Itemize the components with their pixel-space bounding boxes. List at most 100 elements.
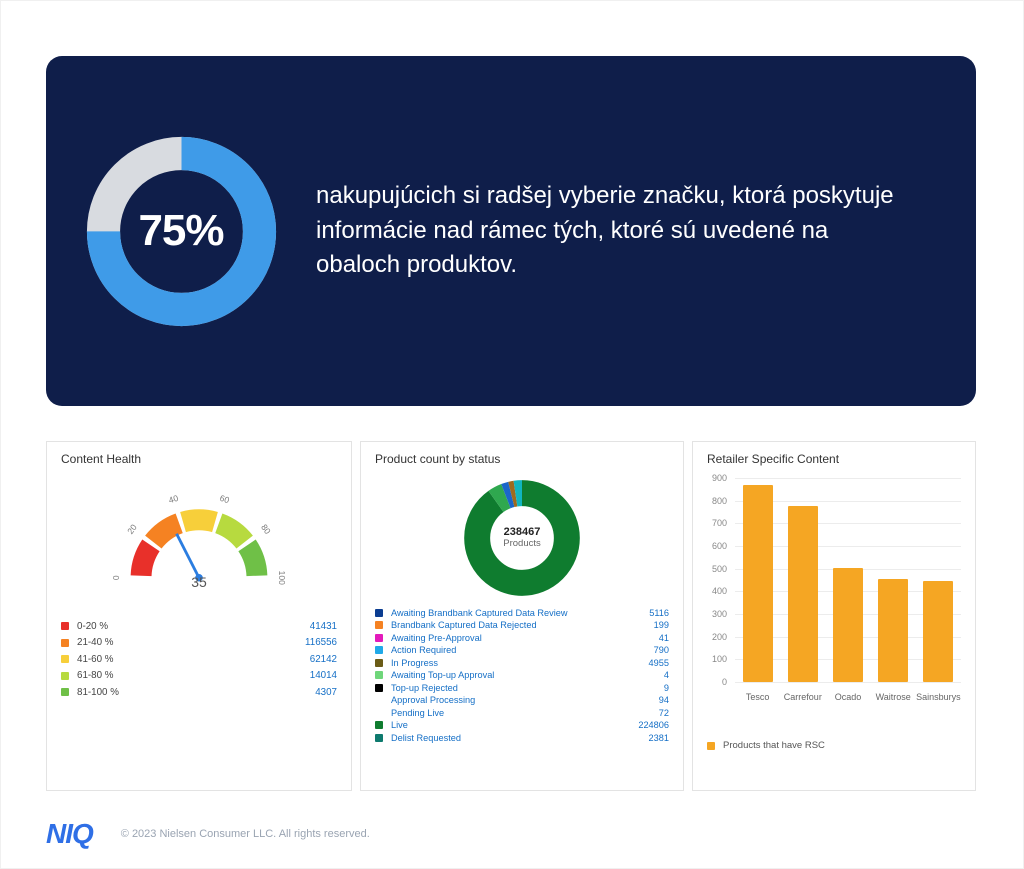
dashboard-row: Content Health 020406080100 35 0-20 % 41… (46, 441, 976, 791)
legend-swatch (61, 672, 69, 680)
product-status-legend-row: Delist Requested 2381 (375, 733, 669, 743)
legend-swatch (375, 634, 383, 642)
retailer-content-title: Retailer Specific Content (693, 442, 975, 470)
legend-label: Delist Requested (391, 733, 649, 743)
legend-swatch (375, 684, 383, 692)
hero-donut: 75% (84, 134, 279, 329)
legend-label: 61-80 % (77, 670, 310, 681)
bar-chart-y-label: 100 (712, 654, 727, 664)
product-status-legend-row: Awaiting Top-up Approval 4 (375, 670, 669, 680)
legend-value: 14014 (310, 670, 337, 681)
legend-label: 21-40 % (77, 637, 305, 648)
hero-text: nakupujúcich si radšej vyberie značku, k… (316, 179, 976, 283)
legend-swatch (375, 671, 383, 679)
status-donut: 238467 Products (463, 479, 581, 597)
legend-swatch (375, 659, 383, 667)
product-status-legend-row: Top-up Rejected 9 (375, 683, 669, 693)
hero-card: 75% nakupujúcich si radšej vyberie značk… (46, 56, 976, 406)
copyright: © 2023 Nielsen Consumer LLC. All rights … (121, 828, 370, 840)
content-health-legend: 0-20 % 41431 21-40 % 116556 41-60 % 6214… (47, 621, 351, 714)
product-status-legend-row: Approval Processing 94 (375, 695, 669, 705)
bar (788, 506, 818, 682)
status-center-label: Products (503, 538, 541, 549)
svg-text:20: 20 (125, 522, 139, 536)
product-status-legend-row: Live 224806 (375, 720, 669, 730)
product-status-legend-row: Awaiting Brandbank Captured Data Review … (375, 608, 669, 618)
legend-label: Awaiting Brandbank Captured Data Review (391, 608, 649, 618)
legend-value: 5116 (649, 608, 669, 618)
bar-chart-y-label: 400 (712, 586, 727, 596)
legend-swatch (61, 622, 69, 630)
svg-text:40: 40 (167, 493, 179, 506)
bar-chart: 0100200300400500600700800900 TescoCarref… (693, 470, 975, 710)
legend-label: 0-20 % (77, 621, 310, 632)
bar-chart-x-label: Sainsburys (916, 692, 961, 702)
bar (833, 568, 863, 682)
legend-value: 41 (659, 633, 669, 643)
svg-text:80: 80 (259, 522, 273, 536)
product-status-legend: Awaiting Brandbank Captured Data Review … (361, 608, 683, 743)
legend-label: 41-60 % (77, 654, 310, 665)
bar-chart-x-label: Ocado (825, 692, 870, 702)
product-status-legend-row: In Progress 4955 (375, 658, 669, 668)
bar (923, 581, 953, 682)
legend-swatch (375, 721, 383, 729)
product-status-card: Product count by status 238467 Products … (360, 441, 684, 791)
legend-label: Approval Processing (391, 695, 659, 705)
bar-legend-label: Products that have RSC (723, 740, 825, 751)
status-donut-center: 238467 Products (463, 479, 581, 597)
legend-value: 790 (654, 645, 669, 655)
product-status-legend-row: Pending Live 72 (375, 708, 669, 718)
bar-legend-swatch (707, 742, 715, 750)
legend-value: 224806 (638, 720, 669, 730)
legend-label: In Progress (391, 658, 649, 668)
gauge-value: 35 (104, 574, 294, 590)
hero-percent-label: 75% (84, 134, 279, 329)
bar-chart-y-label: 900 (712, 473, 727, 483)
status-donut-wrap: 238467 Products (361, 470, 683, 605)
bar-chart-y-label: 200 (712, 632, 727, 642)
footer: NIQ © 2023 Nielsen Consumer LLC. All rig… (46, 818, 370, 850)
legend-label: Live (391, 720, 638, 730)
bar-chart-y-label: 800 (712, 496, 727, 506)
legend-label: Brandbank Captured Data Rejected (391, 620, 654, 630)
legend-value: 4307 (315, 687, 337, 698)
bar (878, 579, 908, 682)
product-status-legend-row: Action Required 790 (375, 645, 669, 655)
gauge-wrap: 020406080100 35 (47, 470, 351, 615)
legend-label: Awaiting Pre-Approval (391, 633, 659, 643)
bar-chart-y-label: 0 (722, 677, 727, 687)
legend-value: 116556 (305, 637, 337, 648)
legend-value: 4 (664, 670, 669, 680)
content-health-card: Content Health 020406080100 35 0-20 % 41… (46, 441, 352, 791)
product-status-title: Product count by status (361, 442, 683, 470)
legend-swatch (375, 696, 383, 704)
bar-chart-x-label: Waitrose (871, 692, 916, 702)
product-status-legend-row: Brandbank Captured Data Rejected 199 (375, 620, 669, 630)
legend-value: 41431 (310, 621, 337, 632)
bar (743, 485, 773, 682)
product-status-legend-row: Awaiting Pre-Approval 41 (375, 633, 669, 643)
legend-label: Pending Live (391, 708, 659, 718)
gauge: 020406080100 35 (104, 470, 294, 600)
content-health-legend-row: 21-40 % 116556 (61, 637, 337, 648)
legend-swatch (375, 709, 383, 717)
retailer-content-card: Retailer Specific Content 01002003004005… (692, 441, 976, 791)
bar-chart-y-label: 500 (712, 564, 727, 574)
legend-value: 9 (664, 683, 669, 693)
legend-swatch (375, 734, 383, 742)
legend-label: Top-up Rejected (391, 683, 664, 693)
legend-value: 94 (659, 695, 669, 705)
legend-swatch (61, 639, 69, 647)
content-health-legend-row: 41-60 % 62142 (61, 654, 337, 665)
legend-swatch (375, 621, 383, 629)
legend-value: 199 (654, 620, 669, 630)
legend-value: 4955 (649, 658, 669, 668)
legend-swatch (61, 655, 69, 663)
content-health-title: Content Health (47, 442, 351, 470)
svg-text:60: 60 (219, 493, 231, 506)
legend-swatch (375, 609, 383, 617)
legend-value: 2381 (649, 733, 669, 743)
bar-chart-y-label: 700 (712, 518, 727, 528)
legend-label: Awaiting Top-up Approval (391, 670, 664, 680)
